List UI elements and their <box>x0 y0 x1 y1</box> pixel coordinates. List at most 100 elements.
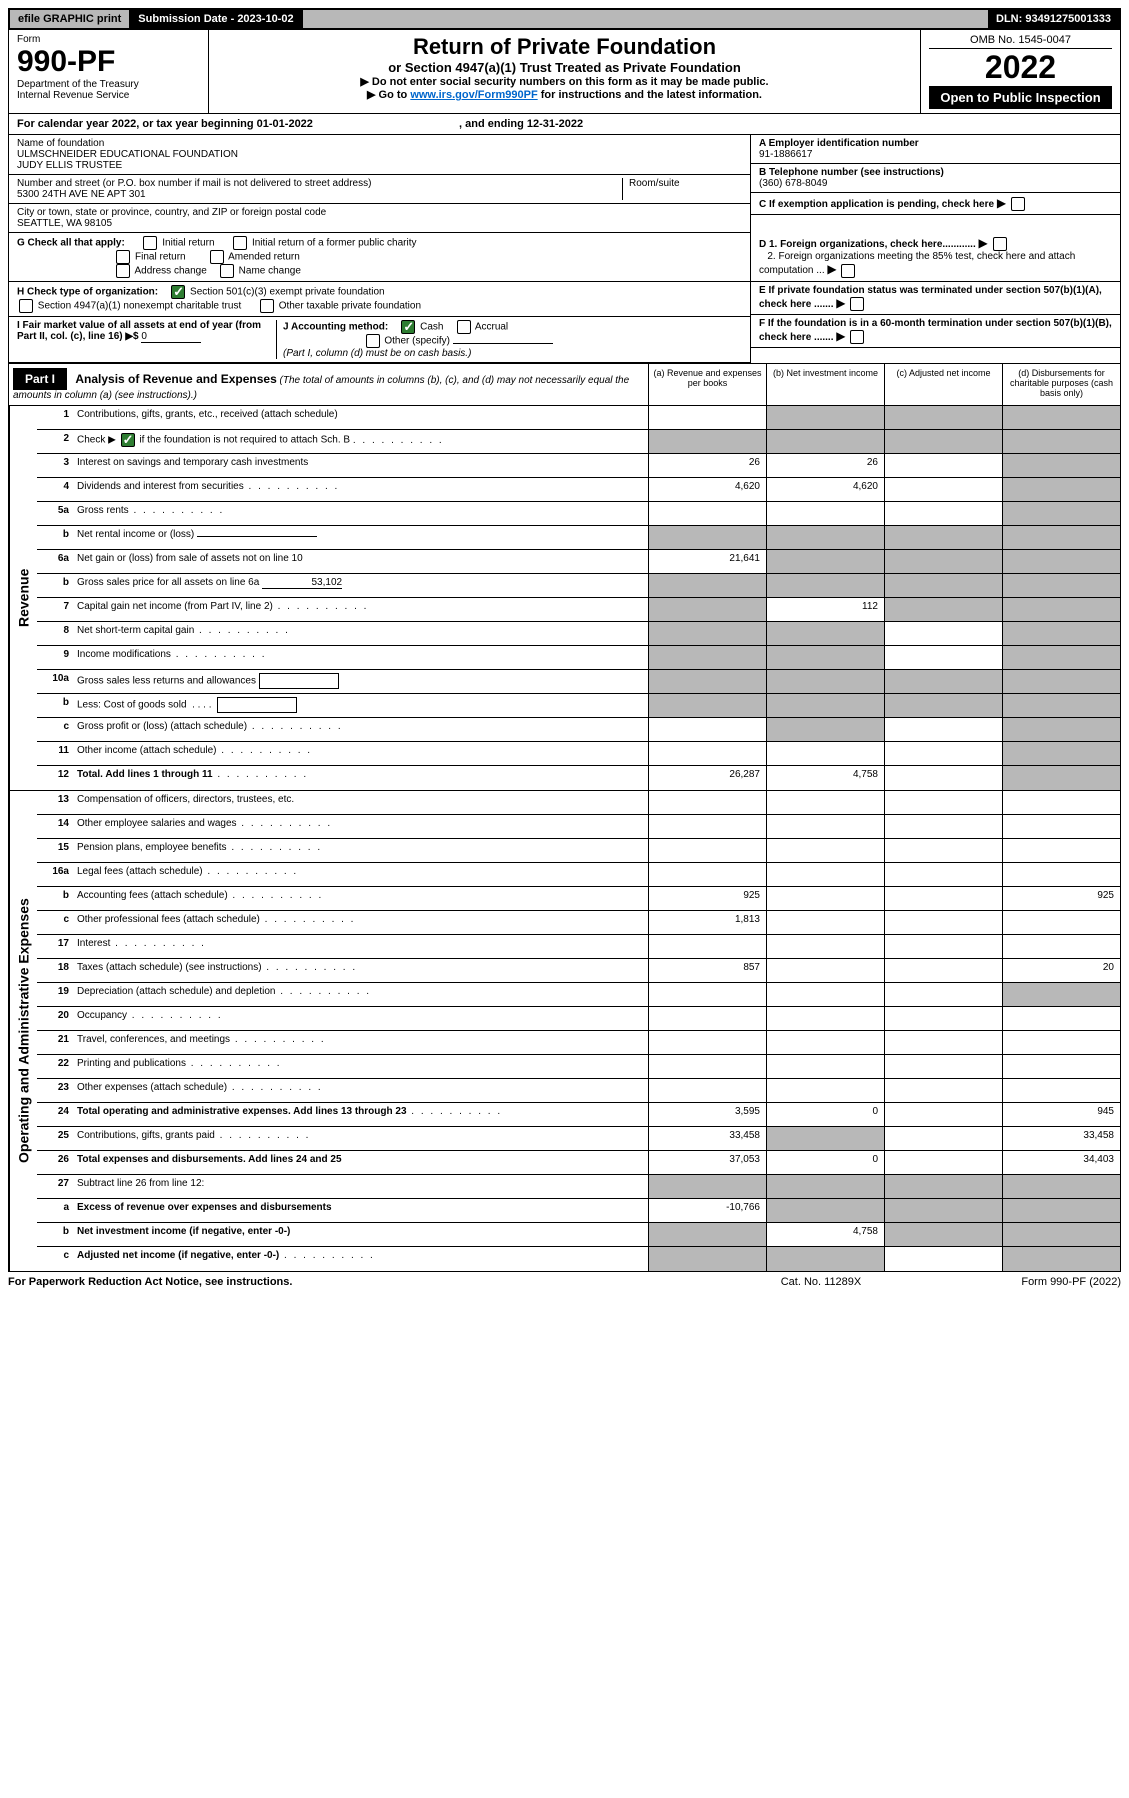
row-25-a: 33,458 <box>648 1127 766 1150</box>
row-27a: a Excess of revenue over expenses and di… <box>37 1199 1120 1223</box>
row-2-checkbox[interactable] <box>121 433 135 447</box>
row-6b-a <box>648 574 766 597</box>
h-501c3-checkbox[interactable] <box>171 285 185 299</box>
row-17-b <box>766 935 884 958</box>
row-23-desc: Other expenses (attach schedule) <box>73 1079 648 1102</box>
c-checkbox[interactable] <box>1011 197 1025 211</box>
row-3: 3 Interest on savings and temporary cash… <box>37 454 1120 478</box>
revenue-side-label: Revenue <box>9 406 37 790</box>
row-14-b <box>766 815 884 838</box>
row-25: 25 Contributions, gifts, grants paid 33,… <box>37 1127 1120 1151</box>
form990pf-link[interactable]: www.irs.gov/Form990PF <box>410 89 537 101</box>
row-16b: b Accounting fees (attach schedule) 925 … <box>37 887 1120 911</box>
h-501c3-label: Section 501(c)(3) exempt private foundat… <box>190 287 385 298</box>
row-24-c <box>884 1103 1002 1126</box>
g-initial-former-checkbox[interactable] <box>233 236 247 250</box>
row-22-d <box>1002 1055 1120 1078</box>
row-16b-num: b <box>37 887 73 910</box>
row-10b-d <box>1002 694 1120 717</box>
row-12-a: 26,287 <box>648 766 766 790</box>
row-15-b <box>766 839 884 862</box>
instr-ssn: ▶ Do not enter social security numbers o… <box>217 75 912 88</box>
instr-goto-pre: ▶ Go to <box>367 89 410 101</box>
row-1-d <box>1002 406 1120 429</box>
h-4947-checkbox[interactable] <box>19 299 33 313</box>
part1-title: Analysis of Revenue and Expenses <box>75 372 276 386</box>
d1-checkbox[interactable] <box>993 237 1007 251</box>
row-11-d <box>1002 742 1120 765</box>
row-24-b: 0 <box>766 1103 884 1126</box>
row-5b-d <box>1002 526 1120 549</box>
row-14-c <box>884 815 1002 838</box>
row-21-b <box>766 1031 884 1054</box>
row-13-b <box>766 791 884 814</box>
row-5a-d <box>1002 502 1120 525</box>
g-final-checkbox[interactable] <box>116 250 130 264</box>
row-27-b <box>766 1175 884 1198</box>
row-2-b <box>766 430 884 453</box>
g-initial-checkbox[interactable] <box>143 236 157 250</box>
city-cell: City or town, state or province, country… <box>9 204 750 233</box>
room-label: Room/suite <box>629 178 742 189</box>
g-address-checkbox[interactable] <box>116 264 130 278</box>
row-25-c <box>884 1127 1002 1150</box>
row-9-c <box>884 646 1002 669</box>
row-17: 17 Interest <box>37 935 1120 959</box>
ij-section: I Fair market value of all assets at end… <box>9 317 750 363</box>
g-amended-label: Amended return <box>228 252 300 263</box>
g-name-checkbox[interactable] <box>220 264 234 278</box>
row-16c: c Other professional fees (attach schedu… <box>37 911 1120 935</box>
row-10b-b <box>766 694 884 717</box>
revenue-table: Revenue 1 Contributions, gifts, grants, … <box>8 406 1121 791</box>
row-23: 23 Other expenses (attach schedule) <box>37 1079 1120 1103</box>
efile-print-label[interactable]: efile GRAPHIC print <box>10 10 130 28</box>
row-14-a <box>648 815 766 838</box>
j-other-label: Other (specify) <box>384 336 450 347</box>
row-5b-num: b <box>37 526 73 549</box>
d2-checkbox[interactable] <box>841 264 855 278</box>
address-row: Number and street (or P.O. box number if… <box>9 175 750 204</box>
h-other-checkbox[interactable] <box>260 299 274 313</box>
row-27-c <box>884 1175 1002 1198</box>
row-3-desc: Interest on savings and temporary cash i… <box>73 454 648 477</box>
row-11-c <box>884 742 1002 765</box>
e-section: E If private foundation status was termi… <box>751 282 1120 315</box>
row-9-b <box>766 646 884 669</box>
row-18-desc: Taxes (attach schedule) (see instruction… <box>73 959 648 982</box>
row-2-desc-pre: Check ▶ <box>77 435 116 446</box>
calyear-end: , and ending 12-31-2022 <box>459 118 583 130</box>
e-checkbox[interactable] <box>850 297 864 311</box>
f-checkbox[interactable] <box>850 330 864 344</box>
name-label: Name of foundation <box>17 138 742 149</box>
row-15-desc: Pension plans, employee benefits <box>73 839 648 862</box>
row-14-num: 14 <box>37 815 73 838</box>
row-23-d <box>1002 1079 1120 1102</box>
info-grid: Name of foundation ULMSCHNEIDER EDUCATIO… <box>8 135 1121 233</box>
row-27b-b: 4,758 <box>766 1223 884 1246</box>
row-8-desc: Net short-term capital gain <box>73 622 648 645</box>
row-1-c <box>884 406 1002 429</box>
row-16a-num: 16a <box>37 863 73 886</box>
row-26-a: 37,053 <box>648 1151 766 1174</box>
row-11-desc: Other income (attach schedule) <box>73 742 648 765</box>
footer-form: Form 990-PF (2022) <box>921 1276 1121 1288</box>
foundation-name-1: ULMSCHNEIDER EDUCATIONAL FOUNDATION <box>17 149 742 160</box>
row-13-num: 13 <box>37 791 73 814</box>
row-27a-desc: Excess of revenue over expenses and disb… <box>73 1199 648 1222</box>
row-7-a <box>648 598 766 621</box>
row-27c-a <box>648 1247 766 1271</box>
row-10c: c Gross profit or (loss) (attach schedul… <box>37 718 1120 742</box>
g-name-label: Name change <box>239 266 301 277</box>
row-6a-num: 6a <box>37 550 73 573</box>
row-27b-d <box>1002 1223 1120 1246</box>
check-left-col: G Check all that apply: Initial return I… <box>9 233 750 363</box>
row-10b-a <box>648 694 766 717</box>
j-other-checkbox[interactable] <box>366 334 380 348</box>
row-5b-a <box>648 526 766 549</box>
row-10b-c <box>884 694 1002 717</box>
row-9-desc: Income modifications <box>73 646 648 669</box>
g-amended-checkbox[interactable] <box>210 250 224 264</box>
j-cash-checkbox[interactable] <box>401 320 415 334</box>
j-accrual-checkbox[interactable] <box>457 320 471 334</box>
row-12-d <box>1002 766 1120 790</box>
